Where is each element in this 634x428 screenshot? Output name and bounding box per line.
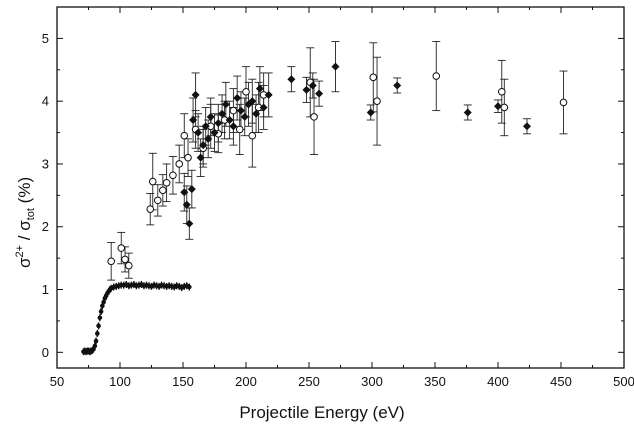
filled-diamond-point <box>240 112 249 121</box>
open-circle-point <box>229 106 238 115</box>
filled-diamond-point <box>236 106 245 115</box>
filled-diamond-point <box>182 200 191 209</box>
y-axis-title-unit: (%) <box>15 177 34 208</box>
x-tick-label: 300 <box>361 374 383 389</box>
threshold-point <box>187 284 192 290</box>
open-circle-point <box>242 87 250 96</box>
open-circle-point <box>146 205 155 213</box>
open-circle-point <box>154 196 162 205</box>
x-tick-label: 100 <box>109 374 131 389</box>
x-axis-title: Projectile Energy (eV) <box>239 403 404 422</box>
open-circle-point <box>184 153 192 162</box>
x-tick-label: 250 <box>298 374 320 389</box>
filled-diamond-point <box>185 219 194 228</box>
data-markers <box>81 62 568 356</box>
filled-diamond-point <box>218 109 227 118</box>
y-axis-title-superscript: 2+ <box>14 245 26 258</box>
threshold-point <box>96 323 101 329</box>
filled-diamond-point <box>252 109 261 118</box>
open-circle-point <box>373 97 381 105</box>
x-ticks: 50 100 150 200 250 300 350 400 450 500 <box>50 7 634 389</box>
open-circle-point <box>500 103 509 112</box>
open-circle-point <box>559 98 568 107</box>
filled-diamond-point <box>180 188 189 197</box>
filled-diamond-point <box>206 112 215 121</box>
filled-diamond-point <box>255 84 264 93</box>
filled-diamond-point <box>522 122 531 131</box>
y-tick-label: 2 <box>42 219 49 234</box>
filled-diamond-point <box>204 134 213 143</box>
threshold-point <box>92 343 98 349</box>
y-tick-label: 0 <box>42 345 49 360</box>
filled-diamond-point <box>463 108 472 117</box>
open-circle-point <box>432 72 441 80</box>
x-tick-label: 50 <box>50 374 64 389</box>
filled-diamond-point <box>191 90 200 99</box>
open-circle-point <box>159 186 167 195</box>
plot-frame <box>56 6 625 369</box>
open-circle-point <box>369 73 378 82</box>
open-circle-point <box>180 131 189 140</box>
x-tick-label: 500 <box>613 374 634 389</box>
filled-diamond-point <box>302 85 311 94</box>
open-circle-point <box>125 261 133 270</box>
filled-diamond-point <box>225 116 234 125</box>
error-bars <box>107 41 568 281</box>
threshold-point <box>97 315 103 321</box>
filled-diamond-point <box>308 81 317 90</box>
open-circle-point <box>117 244 126 252</box>
threshold-point <box>93 338 99 344</box>
open-circle-point <box>175 160 184 168</box>
filled-diamond-point <box>315 89 324 98</box>
filled-diamond-point <box>196 153 205 162</box>
filled-diamond-point <box>194 128 203 137</box>
filled-diamond-point <box>494 102 502 111</box>
filled-diamond-point <box>393 81 402 90</box>
y-tick-label: 5 <box>42 31 49 46</box>
open-circle-point <box>169 171 177 180</box>
svg-text:σ2+ / σtot (%): σ2+ / σtot (%) <box>14 177 37 268</box>
open-circle-point <box>248 131 257 140</box>
filled-diamond-point <box>221 100 230 109</box>
y-axis-title-sigma: σ <box>15 257 34 268</box>
open-circle-point <box>235 125 244 134</box>
x-tick-label: 150 <box>172 374 194 389</box>
y-ticks: 0 1 2 3 4 5 <box>42 31 624 360</box>
y-axis-title-subscript: tot <box>25 208 37 220</box>
filled-diamond-point <box>189 116 198 125</box>
y-tick-label: 1 <box>42 282 49 297</box>
filled-diamond-point <box>331 62 340 71</box>
x-tick-label: 200 <box>235 374 257 389</box>
filled-diamond-point <box>214 119 223 128</box>
filled-diamond-point <box>287 75 296 84</box>
filled-diamond-point <box>229 122 238 131</box>
filled-diamond-point <box>187 185 196 194</box>
open-circle-point <box>310 113 318 121</box>
filled-diamond-point <box>248 97 257 106</box>
filled-diamond-point <box>210 128 219 137</box>
threshold-point <box>95 331 100 336</box>
filled-diamond-point <box>264 90 273 99</box>
filled-diamond-point <box>366 108 375 117</box>
y-tick-label: 4 <box>42 94 49 109</box>
y-axis-title-divider: / σ <box>15 220 34 245</box>
filled-diamond-point <box>233 94 242 103</box>
filled-diamond-point <box>259 103 268 112</box>
filled-diamond-point <box>201 122 210 131</box>
open-circle-point <box>162 178 171 187</box>
open-circle-point <box>107 257 115 266</box>
x-tick-label: 350 <box>424 374 446 389</box>
x-tick-label: 400 <box>487 374 509 389</box>
threshold-point <box>98 309 104 314</box>
y-axis-title: σ2+ / σtot (%) <box>14 177 37 268</box>
x-tick-label: 450 <box>550 374 572 389</box>
y-tick-label: 3 <box>42 156 49 171</box>
open-circle-point <box>497 87 506 96</box>
open-circle-point <box>148 177 157 186</box>
filled-diamond-point <box>199 141 208 150</box>
open-circle-point <box>121 255 129 264</box>
